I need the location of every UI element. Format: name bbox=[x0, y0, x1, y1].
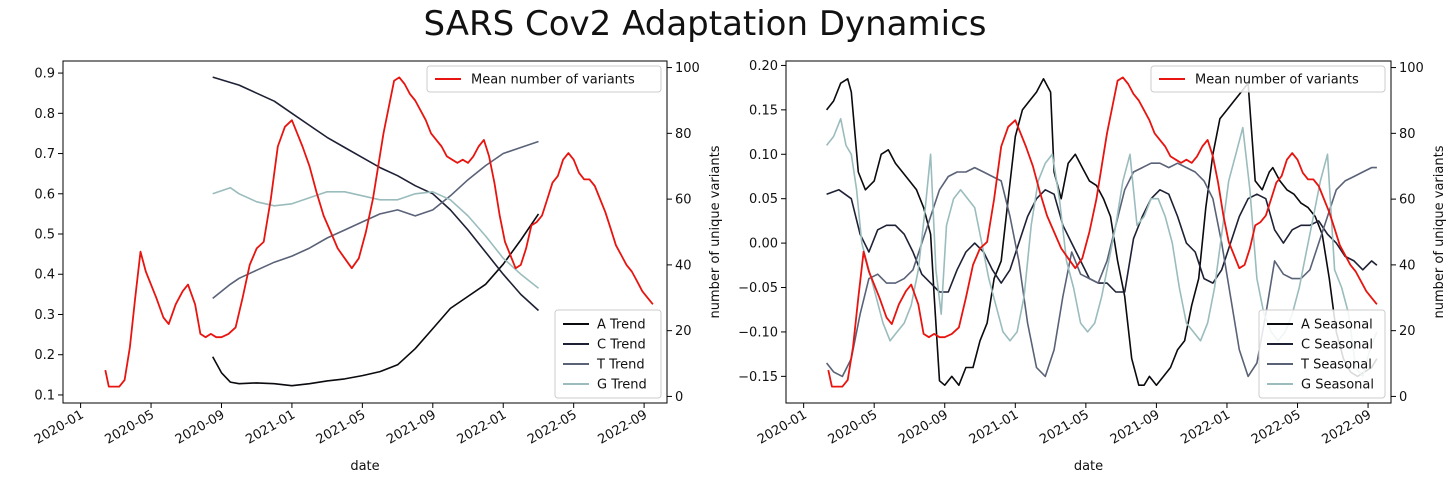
y-right-axis-label: number of unique variants bbox=[708, 145, 723, 318]
y-right-tick-label: 80 bbox=[1399, 127, 1416, 142]
series-group bbox=[104, 76, 654, 388]
y-left-tick-label: 0.5 bbox=[34, 228, 55, 243]
figure-title: SARS Cov2 Adaptation Dynamics bbox=[423, 4, 987, 44]
x-tick-label: 2021-01 bbox=[243, 407, 298, 447]
y-left-tick-label: 0.2 bbox=[34, 348, 55, 363]
y-left-tick-label: 0.20 bbox=[749, 59, 778, 74]
series-line-g-trend bbox=[212, 186, 539, 289]
series-line-t-trend bbox=[212, 140, 539, 300]
y-left-tick-label: 0.8 bbox=[34, 107, 55, 122]
series-line-c-seasonal bbox=[826, 189, 1378, 293]
legend-label-t-trend: T Trend bbox=[596, 358, 645, 373]
legend-label-mean-number-of-variants: Mean number of variants bbox=[1195, 73, 1359, 88]
y-left-tick-label: −0.10 bbox=[738, 325, 778, 340]
x-tick-label: 2022-01 bbox=[1178, 407, 1233, 447]
axes-frame bbox=[785, 60, 1392, 404]
y-right-tick-label: 60 bbox=[675, 193, 692, 208]
y-right-tick-label: 0 bbox=[675, 390, 683, 405]
y-right-tick-label: 80 bbox=[675, 127, 692, 142]
legend-label-g-seasonal: G Seasonal bbox=[1301, 378, 1374, 393]
legend-label-t-seasonal: T Seasonal bbox=[1300, 358, 1372, 373]
x-axis-label: date bbox=[1074, 459, 1103, 474]
series-line-c-trend bbox=[212, 76, 540, 312]
legend-lower: A Trend C Trend T Trend G Trend bbox=[554, 309, 662, 399]
y-left-tick-label: 0.7 bbox=[34, 147, 55, 162]
legend-lower: A Seasonal C Seasonal T Seasonal G Seasonal bbox=[1258, 309, 1386, 399]
y-right-tick-label: 20 bbox=[675, 324, 692, 339]
x-tick-label: 2021-05 bbox=[1037, 407, 1092, 447]
x-tick-label: 2020-09 bbox=[896, 407, 951, 447]
y-left-tick-label: 0.1 bbox=[34, 388, 55, 403]
x-tick-label: 2022-09 bbox=[596, 407, 651, 447]
legend-label-mean-number-of-variants: Mean number of variants bbox=[471, 73, 635, 88]
x-tick-label: 2021-05 bbox=[314, 407, 369, 447]
y-left-tick-label: 0.00 bbox=[749, 237, 778, 252]
y-left-tick-label: 0.10 bbox=[749, 148, 778, 163]
legend-upper: Mean number of variants bbox=[1150, 65, 1386, 93]
x-axis-label: date bbox=[350, 459, 379, 474]
axes-frame bbox=[62, 60, 668, 404]
left-panel-trend: 2020-01 2020-05 2020-09 2021-01 2021-05 2021-… bbox=[32, 60, 723, 474]
y-left-tick-label: 0.6 bbox=[34, 187, 55, 202]
x-tick-label: 2020-01 bbox=[32, 407, 87, 447]
y-right-tick-label: 100 bbox=[675, 61, 700, 76]
y-left-tick-label: −0.05 bbox=[738, 281, 778, 296]
y-right-axis-label: number of unique variants bbox=[1432, 145, 1447, 318]
series-line-mean-number-of-variants bbox=[104, 76, 654, 388]
legend-box bbox=[1150, 65, 1386, 93]
series-group bbox=[825, 76, 1378, 388]
right-panel-seasonal: 2020-01 2020-05 2020-09 2021-01 2021-05 2021-… bbox=[738, 59, 1447, 474]
x-tick-label: 2020-09 bbox=[173, 407, 228, 447]
x-tick-label: 2021-01 bbox=[967, 407, 1022, 447]
x-tick-label: 2022-05 bbox=[525, 407, 580, 447]
y-left-tick-label: −0.15 bbox=[738, 370, 778, 385]
legend-box bbox=[554, 309, 662, 399]
y-right-tick-label: 40 bbox=[1399, 258, 1416, 273]
x-tick-label: 2020-05 bbox=[826, 407, 881, 447]
series-line-a-trend bbox=[211, 213, 540, 387]
y-right-tick-label: 20 bbox=[1399, 324, 1416, 339]
y-left-tick-label: 0.4 bbox=[34, 268, 55, 283]
y-right-tick-label: 60 bbox=[1399, 193, 1416, 208]
legend-label-c-trend: C Trend bbox=[597, 338, 646, 353]
y-right-tick-label: 100 bbox=[1399, 61, 1424, 76]
legend-box bbox=[426, 65, 662, 93]
legend-label-a-seasonal: A Seasonal bbox=[1301, 318, 1373, 333]
x-tick-label: 2020-01 bbox=[755, 407, 810, 447]
legend-upper: Mean number of variants bbox=[426, 65, 662, 93]
series-line-mean-number-of-variants bbox=[827, 76, 1378, 388]
y-right-tick-label: 0 bbox=[1399, 390, 1407, 405]
x-tick-label: 2020-05 bbox=[102, 407, 157, 447]
y-left-tick-label: 0.15 bbox=[749, 103, 778, 118]
legend-label-c-seasonal: C Seasonal bbox=[1301, 338, 1373, 353]
series-line-t-seasonal bbox=[825, 162, 1377, 378]
y-right-tick-label: 40 bbox=[675, 258, 692, 273]
y-left-tick-label: 0.3 bbox=[34, 308, 55, 323]
x-tick-label: 2022-01 bbox=[455, 407, 510, 447]
legend-label-a-trend: A Trend bbox=[597, 318, 646, 333]
legend-label-g-trend: G Trend bbox=[597, 378, 647, 393]
x-tick-label: 2022-05 bbox=[1249, 407, 1304, 447]
y-left-tick-label: 0.9 bbox=[34, 67, 55, 82]
x-tick-label: 2021-09 bbox=[384, 407, 439, 447]
x-tick-label: 2021-09 bbox=[1108, 407, 1163, 447]
legend-box bbox=[1258, 309, 1386, 399]
x-tick-label: 2022-09 bbox=[1320, 407, 1375, 447]
y-left-tick-label: 0.05 bbox=[749, 192, 778, 207]
series-line-a-seasonal bbox=[825, 78, 1378, 386]
